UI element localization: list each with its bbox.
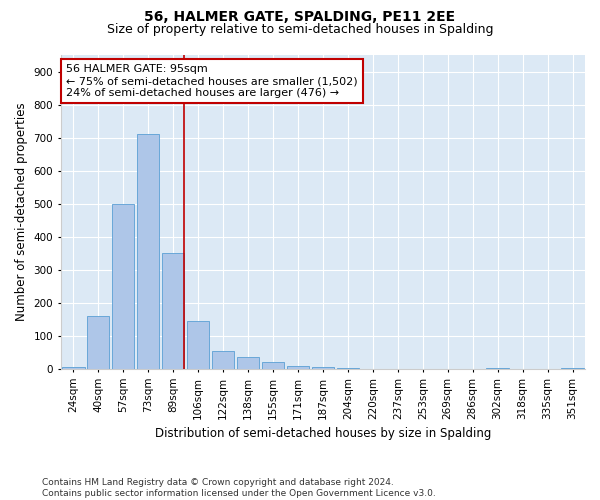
Bar	[162, 254, 184, 369]
Text: 56 HALMER GATE: 95sqm
← 75% of semi-detached houses are smaller (1,502)
24% of s: 56 HALMER GATE: 95sqm ← 75% of semi-deta…	[66, 64, 358, 98]
Y-axis label: Number of semi-detached properties: Number of semi-detached properties	[15, 102, 28, 322]
Bar	[187, 321, 209, 369]
X-axis label: Distribution of semi-detached houses by size in Spalding: Distribution of semi-detached houses by …	[155, 427, 491, 440]
Text: 56, HALMER GATE, SPALDING, PE11 2EE: 56, HALMER GATE, SPALDING, PE11 2EE	[145, 10, 455, 24]
Bar	[112, 204, 134, 369]
Text: Size of property relative to semi-detached houses in Spalding: Size of property relative to semi-detach…	[107, 22, 493, 36]
Bar	[337, 368, 359, 369]
Bar	[487, 368, 509, 369]
Bar	[212, 350, 234, 369]
Bar	[287, 366, 309, 369]
Bar	[262, 362, 284, 369]
Bar	[137, 134, 160, 369]
Bar	[561, 368, 584, 369]
Bar	[87, 316, 109, 369]
Bar	[62, 368, 85, 369]
Bar	[237, 358, 259, 369]
Text: Contains HM Land Registry data © Crown copyright and database right 2024.
Contai: Contains HM Land Registry data © Crown c…	[42, 478, 436, 498]
Bar	[311, 368, 334, 369]
